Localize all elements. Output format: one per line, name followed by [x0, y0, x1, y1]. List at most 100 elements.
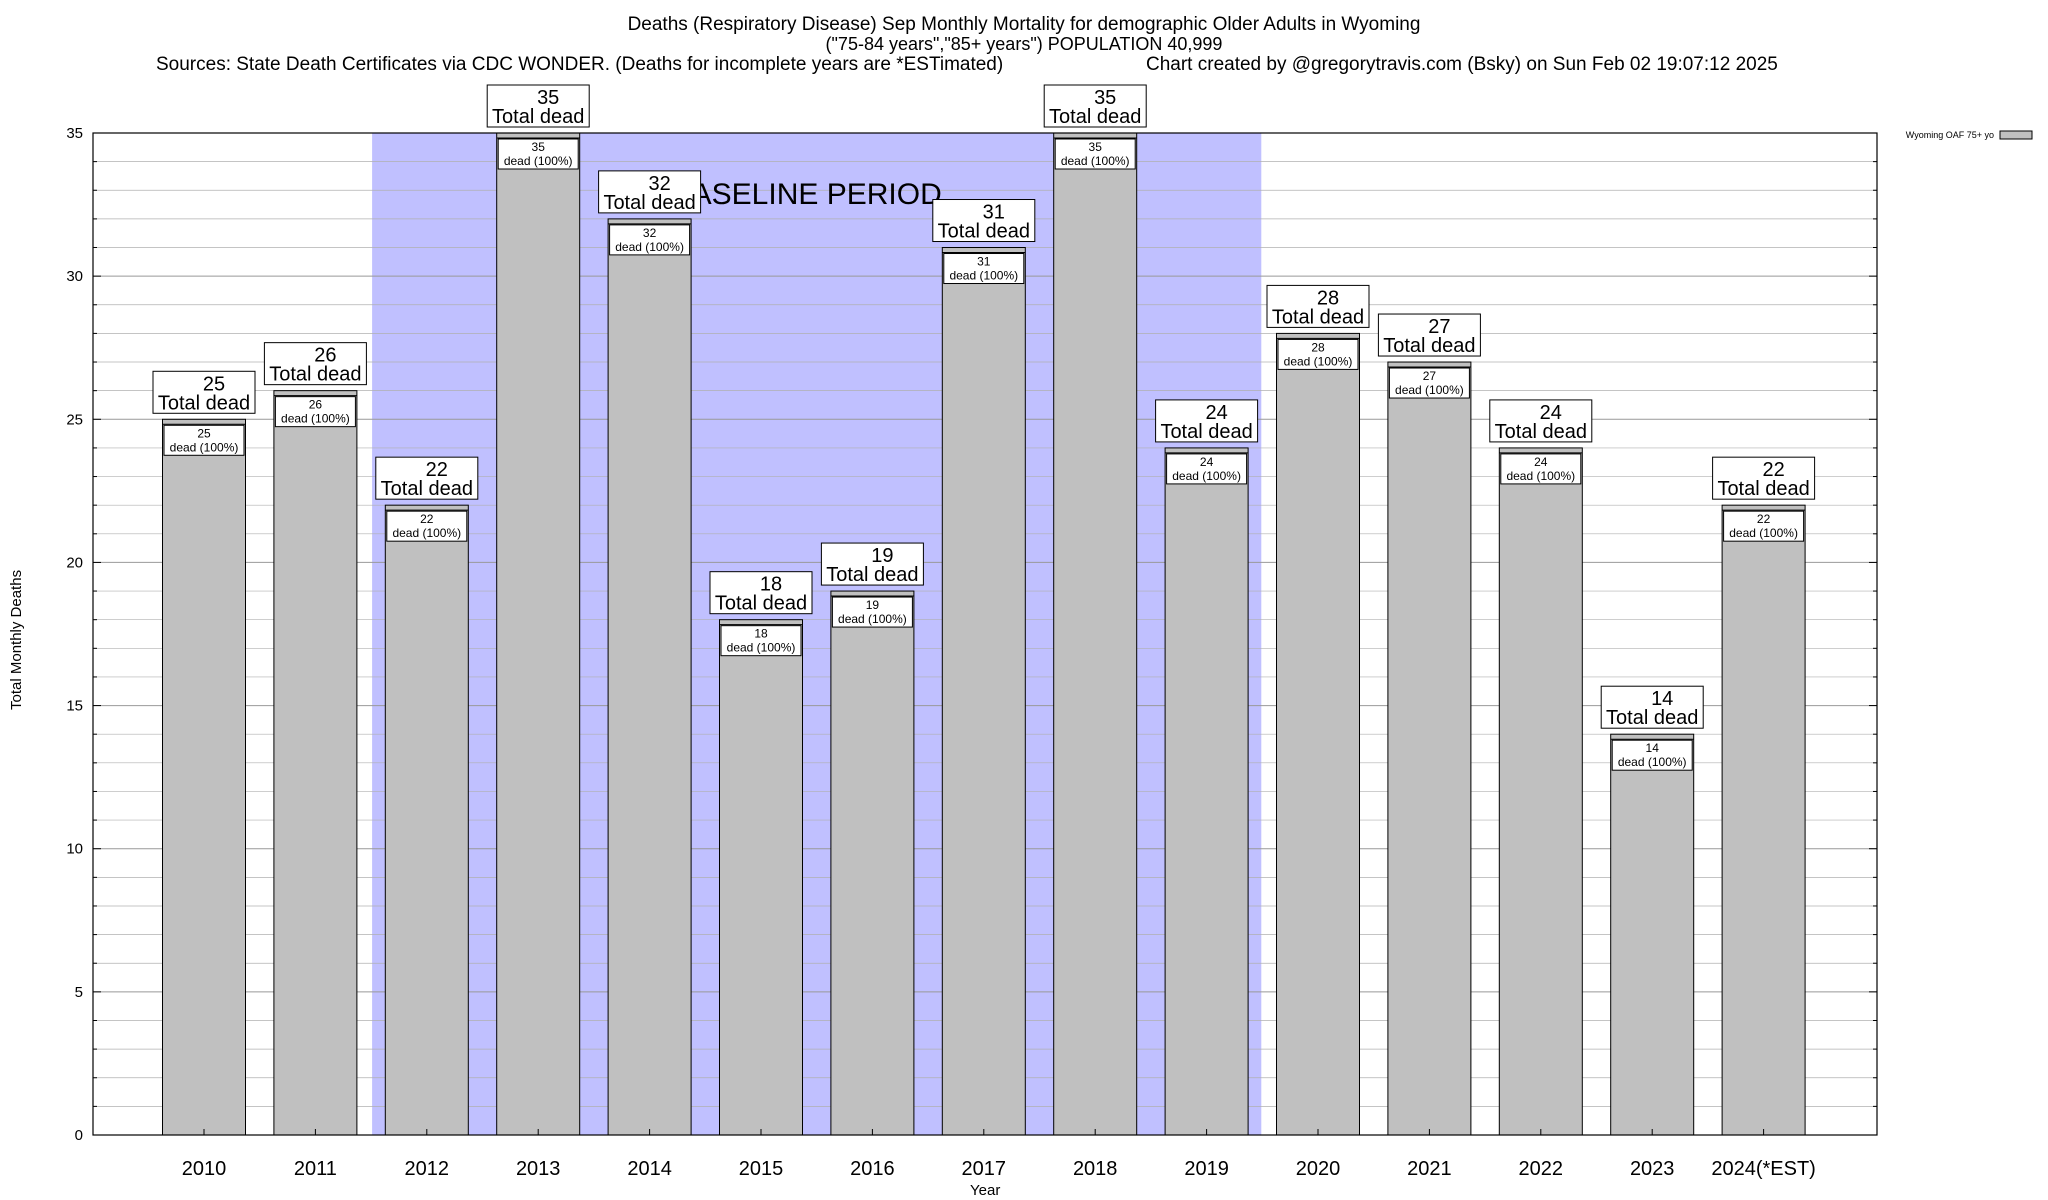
y-tick-label: 10 — [66, 841, 83, 858]
bar-inner-label-box — [1388, 367, 1470, 399]
bar-inner-label: dead (100%) — [1729, 526, 1798, 540]
bar-inner-label: dead (100%) — [1506, 469, 1575, 483]
bar-total-label-box — [1043, 84, 1147, 128]
bar-inner-label-box — [609, 224, 691, 256]
bar-inner-label-box — [1166, 453, 1248, 485]
bar-total-label: Total dead — [381, 478, 473, 500]
bar — [941, 247, 1026, 1136]
bar-inner-label: dead (100%) — [949, 269, 1018, 283]
x-tick-label: 2016 — [850, 1158, 895, 1180]
bar-total-value: 25 — [203, 373, 225, 395]
legend-label: Wyoming OAF 75+ yo — [1906, 130, 1994, 140]
x-tick-label: 2012 — [405, 1158, 450, 1180]
bar-total-value: 19 — [871, 545, 893, 567]
bar-inner-label: dead (100%) — [615, 240, 684, 254]
y-tick-label: 25 — [66, 411, 83, 428]
chart-sources: Sources: State Death Certificates via CD… — [156, 54, 1004, 75]
bar-inner-label: dead (100%) — [281, 412, 350, 426]
bar-inner-label-box — [386, 510, 468, 542]
chart-title: Deaths (Respiratory Disease) Sep Monthly… — [627, 14, 1421, 35]
bar — [1164, 447, 1249, 1136]
bar-total-label: Total dead — [603, 192, 695, 214]
bar-inner-label-box — [274, 396, 356, 428]
bar-inner-value: 22 — [420, 512, 434, 526]
bar-total-label-box — [1377, 313, 1481, 357]
bar-total-value: 22 — [426, 459, 448, 481]
bar-total-value: 35 — [1094, 87, 1116, 109]
bar-inner-value: 35 — [1089, 140, 1103, 154]
bar-total-label: Total dead — [1717, 478, 1809, 500]
bar-total-label-box — [263, 342, 367, 386]
x-tick-label: 2011 — [294, 1158, 337, 1180]
bar-total-label-box — [375, 456, 479, 500]
bar-inner-value: 22 — [1757, 512, 1771, 526]
bar-inner-value: 28 — [1311, 340, 1325, 354]
bar-inner-value: 32 — [643, 226, 657, 240]
bar-total-value: 18 — [760, 574, 782, 596]
bar-total-value: 27 — [1428, 316, 1450, 338]
bar-total-label: Total dead — [1049, 106, 1141, 128]
x-tick-label: 2024(*EST) — [1711, 1158, 1816, 1180]
bar-total-label-box — [1489, 399, 1593, 443]
bar — [384, 504, 469, 1136]
bar-total-value: 24 — [1205, 402, 1227, 424]
bar-inner-value: 24 — [1534, 455, 1548, 469]
x-tick-label: 2021 — [1407, 1158, 1452, 1180]
bar-inner-label: dead (100%) — [727, 641, 796, 655]
bar-inner-value: 26 — [309, 398, 323, 412]
x-tick-label: 2015 — [739, 1158, 784, 1180]
bar-total-label: Total dead — [938, 221, 1030, 243]
y-tick-label: 0 — [75, 1127, 83, 1144]
bar — [1053, 132, 1138, 1136]
bar-inner-label-box — [1500, 453, 1582, 485]
bar-inner-label: dead (100%) — [1618, 755, 1687, 769]
x-tick-label: 2010 — [182, 1158, 227, 1180]
bar-inner-label-box — [163, 424, 245, 456]
bar-total-label: Total dead — [269, 364, 361, 386]
y-tick-label: 35 — [66, 125, 83, 142]
bar-inner-value: 14 — [1646, 741, 1660, 755]
bar-inner-value: 19 — [866, 598, 880, 612]
bar-inner-label: dead (100%) — [392, 526, 461, 540]
bar-total-label: Total dead — [1160, 421, 1252, 443]
bar-total-value: 26 — [314, 345, 336, 367]
bar-total-label-box — [820, 542, 924, 586]
bar-inner-label-box — [1723, 510, 1805, 542]
bar-inner-label-box — [1277, 338, 1359, 370]
bar-total-label: Total dead — [826, 564, 918, 586]
bar-total-value: 22 — [1762, 459, 1784, 481]
y-tick-label: 5 — [75, 984, 83, 1001]
bar-total-label-box — [1155, 399, 1259, 443]
bar-total-label-box — [598, 170, 702, 214]
bar — [607, 218, 692, 1136]
bar-total-label: Total dead — [1495, 421, 1587, 443]
bar — [1387, 361, 1472, 1136]
bar — [1610, 733, 1695, 1136]
bar-total-label-box — [1266, 284, 1370, 328]
bar — [1721, 504, 1806, 1136]
bar-total-value: 35 — [537, 87, 559, 109]
bar-total-label: Total dead — [1383, 335, 1475, 357]
bar-inner-value: 24 — [1200, 455, 1214, 469]
bar-inner-label-box — [497, 138, 579, 170]
bar-total-label-box — [1712, 456, 1816, 500]
bar-inner-value: 31 — [977, 255, 991, 269]
bar-inner-value: 35 — [532, 140, 546, 154]
legend-swatch — [1999, 130, 2033, 140]
bar-total-label-box — [486, 84, 590, 128]
bar-total-label: Total dead — [1606, 707, 1698, 729]
bar-inner-label: dead (100%) — [1284, 354, 1353, 368]
bar-total-label-box — [152, 370, 256, 414]
x-tick-label: 2018 — [1073, 1158, 1118, 1180]
x-axis-label: Year — [970, 1182, 1001, 1199]
bar-inner-value: 18 — [754, 627, 768, 641]
bar — [496, 132, 581, 1136]
bar-inner-label: dead (100%) — [1172, 469, 1241, 483]
x-tick-label: 2023 — [1630, 1158, 1675, 1180]
bar-inner-value: 27 — [1423, 369, 1437, 383]
bar — [162, 418, 246, 1136]
bar-inner-label-box — [1054, 138, 1136, 170]
bar-inner-label-box — [831, 596, 913, 628]
bar — [830, 590, 915, 1136]
bar-inner-label: dead (100%) — [504, 154, 573, 168]
